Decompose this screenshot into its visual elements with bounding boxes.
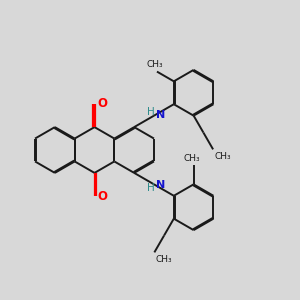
Text: H: H	[147, 106, 155, 116]
Text: O: O	[97, 97, 107, 110]
Text: CH₃: CH₃	[183, 154, 200, 163]
Text: H: H	[147, 184, 155, 194]
Text: O: O	[97, 190, 107, 203]
Text: CH₃: CH₃	[146, 60, 163, 69]
Text: N: N	[156, 181, 165, 190]
Text: N: N	[156, 110, 165, 119]
Text: CH₃: CH₃	[155, 255, 172, 264]
Text: CH₃: CH₃	[214, 152, 231, 161]
